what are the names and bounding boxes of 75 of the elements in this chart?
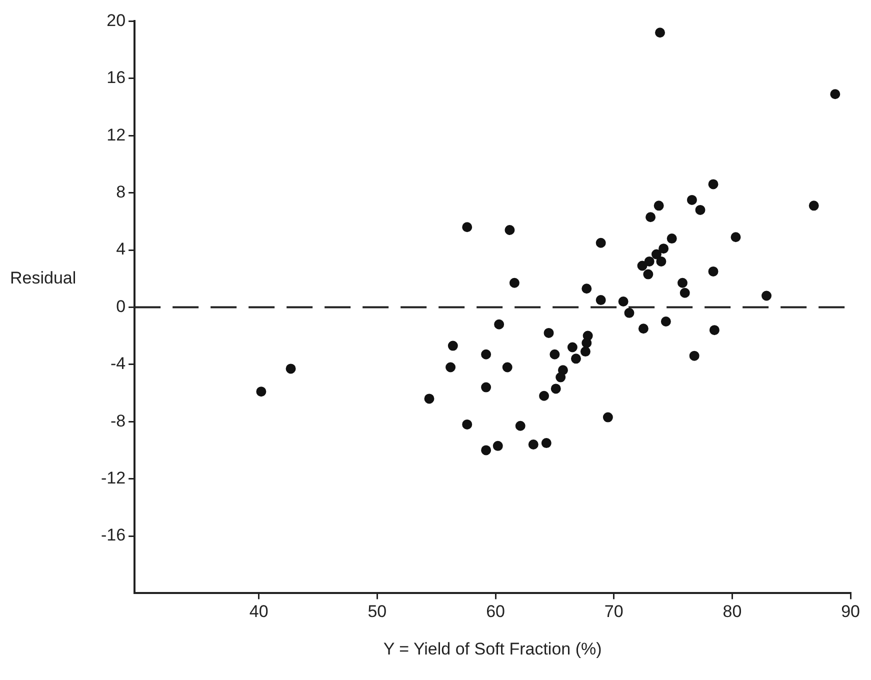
point (660, 316, 671, 326)
point (504, 224, 515, 235)
point (556, 372, 566, 382)
point (481, 445, 492, 456)
point (550, 384, 561, 394)
y-tick-label: 8 (116, 182, 126, 202)
point (654, 200, 664, 211)
point (424, 394, 434, 404)
point (448, 340, 458, 351)
point (596, 238, 606, 248)
point (709, 325, 720, 336)
point (695, 204, 706, 215)
point (544, 328, 554, 338)
point (686, 194, 697, 205)
point (602, 412, 613, 422)
point (494, 319, 504, 330)
y-axis-title: Residual (10, 268, 76, 288)
x-tick-label: 60 (486, 602, 505, 622)
point (539, 390, 550, 401)
point (646, 212, 656, 222)
x-tick-label: 50 (368, 602, 387, 622)
point (643, 269, 654, 280)
point (286, 364, 296, 374)
point (762, 290, 772, 301)
point (689, 350, 700, 361)
point (446, 362, 456, 372)
x-axis-title: Y = Yield of Soft Fraction (%) (383, 639, 602, 658)
point (462, 419, 472, 430)
x-tick-label: 90 (841, 602, 860, 622)
y-tick-label: 16 (106, 68, 126, 88)
point (492, 440, 503, 451)
point (580, 346, 590, 357)
point (651, 249, 662, 260)
y-tick-label: 0 (116, 296, 126, 316)
y-tick-label: 20 (106, 10, 126, 30)
x-tick-label: 70 (604, 602, 624, 622)
y-tick-label: 4 (116, 240, 126, 259)
point (596, 295, 606, 306)
point (730, 232, 741, 242)
point (515, 420, 526, 431)
point (502, 362, 512, 372)
point (637, 260, 648, 271)
point (808, 200, 819, 211)
point (567, 342, 578, 352)
point (656, 256, 666, 266)
x-tick-label: 80 (722, 602, 742, 622)
point (655, 28, 666, 38)
point (658, 244, 669, 254)
point (256, 386, 266, 397)
y-tick-label: -12 (100, 468, 126, 488)
point (624, 308, 634, 318)
point (481, 349, 492, 360)
point (666, 234, 677, 244)
y-tick-label: -16 (100, 526, 126, 545)
x-tick-label: 40 (249, 602, 268, 622)
point (582, 284, 592, 294)
point (582, 338, 592, 348)
point (638, 324, 648, 334)
point (481, 382, 492, 392)
point (708, 179, 718, 190)
y-tick-label: -8 (110, 411, 126, 430)
point (678, 278, 688, 288)
point (644, 256, 654, 266)
point (528, 439, 538, 450)
point (680, 288, 690, 298)
point (462, 222, 472, 232)
point (509, 278, 520, 288)
point (708, 266, 718, 276)
y-tick-label: -4 (110, 354, 126, 374)
point (618, 296, 628, 306)
point (550, 349, 560, 360)
point (570, 354, 581, 364)
point (541, 438, 552, 448)
y-tick-label: 12 (106, 125, 126, 144)
point (830, 89, 840, 100)
